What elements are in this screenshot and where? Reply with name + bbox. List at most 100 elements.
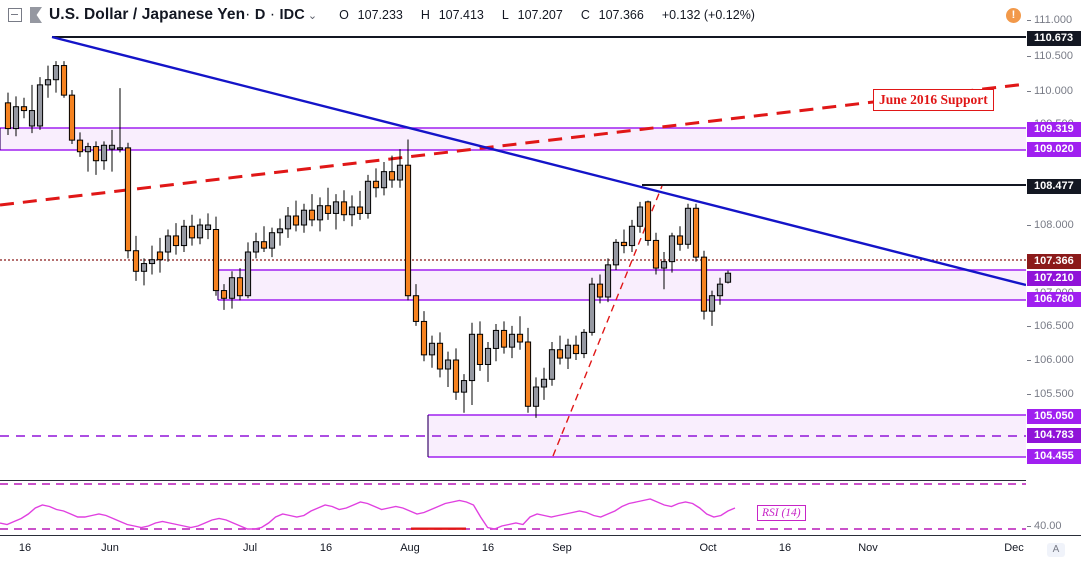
price-tag[interactable]: 109.020: [1027, 142, 1081, 157]
candlestick: [660, 252, 668, 290]
candlestick: [540, 367, 548, 400]
candlestick: [476, 321, 484, 371]
candlestick: [60, 61, 68, 98]
june-2016-support-line: [0, 82, 1026, 207]
time-tick: 16: [18, 542, 32, 554]
candlestick: [412, 284, 420, 326]
band-109: [0, 128, 1026, 150]
price-tag[interactable]: 107.366: [1027, 254, 1081, 269]
chevron-down-icon[interactable]: ⌄: [307, 10, 318, 22]
candlestick: [268, 227, 276, 258]
time-tick: Aug: [400, 542, 420, 554]
candlestick: [292, 200, 300, 232]
rsi-indicator-label[interactable]: RSI (14): [757, 505, 806, 521]
candlestick: [116, 88, 124, 153]
candlestick: [76, 132, 84, 157]
chart-header: U.S. Dollar / Japanese Yen· D · IDC ⌄ O 10…: [0, 0, 1081, 30]
time-axis[interactable]: 16 Jun Jul 16 Aug 16 Sep Oct 16 Nov Dec: [0, 536, 1081, 562]
candlestick: [524, 327, 532, 413]
price-tag[interactable]: 106.780: [1027, 292, 1081, 307]
candlestick: [452, 348, 460, 400]
price-chart-pane[interactable]: [0, 30, 1026, 480]
candlestick: [148, 245, 156, 275]
candlestick: [28, 84, 36, 134]
candlestick: [212, 216, 220, 296]
price-tag[interactable]: 104.455: [1027, 449, 1081, 464]
pane-divider: [0, 480, 1026, 481]
candlestick: [308, 194, 316, 227]
candlestick: [196, 218, 204, 245]
candlestick: [428, 335, 436, 368]
warning-icon[interactable]: !: [1006, 8, 1021, 23]
candlestick: [548, 342, 556, 386]
symbol-name: U.S. Dollar / Japanese Yen: [49, 6, 246, 23]
symbol-interval: D: [254, 7, 266, 23]
candlestick: [532, 377, 540, 418]
time-tick: 16: [778, 542, 792, 554]
candlestick: [556, 335, 564, 365]
symbol-title[interactable]: U.S. Dollar / Japanese Yen· D · IDC ⌄: [49, 6, 317, 24]
candlestick: [356, 190, 364, 220]
candlestick: [404, 139, 412, 301]
rsi-line: [0, 498, 736, 530]
candlestick: [420, 311, 428, 362]
candlestick: [172, 223, 180, 255]
candlestick: [588, 277, 596, 336]
symbol-separator-1: ·: [245, 6, 251, 23]
price-tag[interactable]: 107.210: [1027, 271, 1081, 286]
time-tick: 16: [319, 542, 333, 554]
candlestick: [84, 142, 92, 172]
candlestick: [20, 97, 28, 119]
candlestick: [140, 258, 148, 286]
minus-box-icon[interactable]: [8, 8, 22, 22]
candlestick: [700, 250, 708, 320]
candlestick: [132, 235, 140, 281]
time-tick: Nov: [858, 542, 878, 554]
candlestick: [396, 149, 404, 188]
symbol-separator-2: ·: [269, 6, 276, 23]
time-axis-border: [0, 535, 1081, 536]
candlestick: [260, 226, 268, 252]
price-axis[interactable]: 111.000110.500110.000109.500108.000107.5…: [1026, 0, 1081, 535]
candlestick: [324, 187, 332, 220]
candlestick: [436, 332, 444, 378]
price-tag[interactable]: 108.477: [1027, 179, 1081, 194]
symbol-exchange: IDC: [279, 7, 305, 23]
candlestick: [12, 96, 20, 137]
price-tag[interactable]: 109.319: [1027, 122, 1081, 137]
candlestick: [276, 218, 284, 246]
candlestick: [204, 213, 212, 240]
candlestick: [444, 351, 452, 387]
candlestick: [340, 190, 348, 222]
candlestick: [364, 174, 372, 219]
time-tick: Jul: [242, 542, 258, 554]
candlestick: [580, 329, 588, 359]
rsi-chart-pane[interactable]: [0, 481, 1026, 535]
candlestick: [716, 277, 724, 305]
candlestick: [484, 342, 492, 382]
axis-settings-button[interactable]: A: [1047, 543, 1065, 557]
candlestick: [348, 195, 356, 227]
candlestick: [372, 168, 380, 198]
candlestick: [100, 141, 108, 170]
flag-icon: [30, 7, 42, 23]
candlestick: [316, 197, 324, 232]
candlestick: [284, 207, 292, 238]
candlestick: [468, 322, 476, 405]
candlestick: [612, 239, 620, 270]
candlestick: [628, 219, 636, 252]
candlestick: [388, 155, 396, 188]
candlestick: [92, 141, 100, 175]
price-tag[interactable]: 104.783: [1027, 428, 1081, 443]
candlestick: [68, 90, 76, 144]
candlestick: [684, 203, 692, 249]
candlestick: [668, 232, 676, 273]
time-tick: 16: [481, 542, 495, 554]
price-tag[interactable]: 110.673: [1027, 31, 1081, 46]
candlestick: [156, 237, 164, 273]
candlestick: [676, 226, 684, 251]
candlestick: [708, 290, 716, 326]
candlestick: [164, 229, 172, 262]
ohlc-change: +0.132 (+0.12%): [661, 8, 755, 22]
price-tag[interactable]: 105.050: [1027, 409, 1081, 424]
